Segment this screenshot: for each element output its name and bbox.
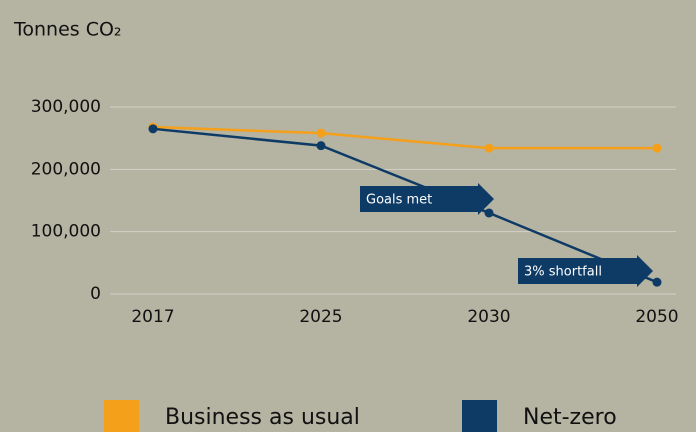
annotation-text: Goals met bbox=[366, 193, 432, 208]
legend-label: Business as usual bbox=[165, 405, 360, 430]
x-tick-label: 2025 bbox=[299, 307, 342, 327]
data-point bbox=[316, 128, 326, 138]
x-tick-label: 2050 bbox=[635, 307, 678, 327]
series-line bbox=[152, 127, 658, 284]
y-tick-label: 300,000 bbox=[31, 97, 101, 117]
data-point bbox=[316, 141, 326, 151]
y-tick-label: 200,000 bbox=[31, 159, 101, 179]
data-point bbox=[484, 143, 494, 153]
legend-label: Net-zero bbox=[523, 405, 617, 430]
data-point bbox=[652, 277, 662, 287]
y-axis-label: Tonnes CO₂ bbox=[13, 19, 122, 41]
x-tick-label: 2017 bbox=[131, 307, 174, 327]
legend-swatch bbox=[104, 400, 139, 432]
data-point bbox=[484, 208, 494, 218]
y-tick-label: 100,000 bbox=[31, 222, 101, 242]
series-line bbox=[152, 125, 657, 150]
y-tick-label: 0 bbox=[90, 284, 101, 304]
legend-swatch bbox=[462, 400, 497, 432]
x-tick-label: 2030 bbox=[467, 307, 510, 327]
data-point bbox=[652, 143, 662, 153]
data-point bbox=[148, 124, 158, 134]
annotation-text: 3% shortfall bbox=[524, 265, 602, 280]
annotation-arrow bbox=[360, 183, 494, 215]
annotation-arrow bbox=[518, 255, 653, 287]
